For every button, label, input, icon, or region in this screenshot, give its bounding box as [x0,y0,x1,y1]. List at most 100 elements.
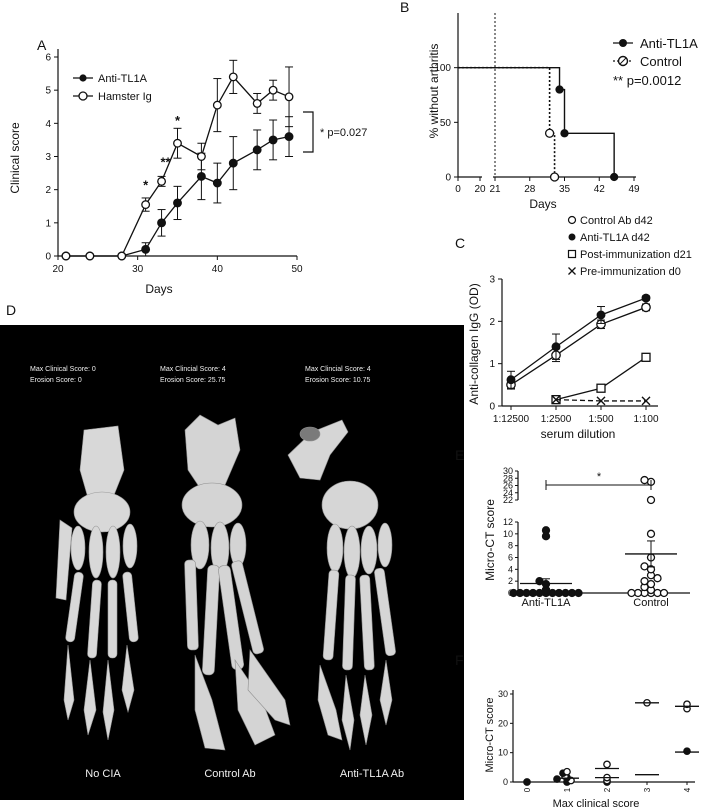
panel-e-point-1-16 [646,495,656,505]
panel-e-x-category-label: Control [633,597,668,609]
panel-a-ylabel: Clinical score [8,122,22,194]
ct-specimen-2-score: Max Clincial Score: 4 [160,366,226,373]
panel-b-xlabel: Days [529,197,556,211]
panel-f-ylabel: Micro-CT score [484,698,496,773]
panel-a-x-tick-label: 20 [52,264,64,275]
panel-b-x-tick-label: 0 [455,184,461,195]
panel-e-y-tick-label: 22 [503,495,513,505]
panel-b-control-curve [458,66,556,177]
paw-image-anti-tl1a-ab [287,419,396,751]
panel-a-point-1-6 [196,152,206,161]
panel-a-point-1-10 [268,85,278,95]
legend-label-hamster-ig: Hamster Ig [98,91,152,103]
panel-c-ylabel: Anti-collagen IgG (OD) [467,283,481,404]
legend-label-anti-tl1a-d42: Anti-TL1A d42 [580,232,650,244]
panel-f-x-tick-label: 0 [523,787,532,792]
panel-a-y-tick-label: 1 [45,218,51,229]
panel-c-label: C [455,235,465,251]
panel-f-y-tick-label: 10 [498,748,508,758]
panel-b-x-tick-label: 28 [524,184,536,195]
panel-c-xlabel: serum dilution [541,427,616,441]
panel-e-point-1-18 [640,475,649,485]
ct-specimen-2-caption: Control Ab [204,768,255,780]
panel-f-point-7 [563,767,571,776]
panel-f-label: F [455,652,464,668]
panel-a-y-tick-label: 5 [45,86,51,97]
legend-label-anti-tl1a-b: Anti-TL1A [640,36,698,51]
panel-b-x-tick-label: 49 [628,184,640,195]
panel-b-x-tick-label: 20 [474,184,486,195]
panel-f-x-tick-label: 4 [683,787,692,792]
panel-c: C Control Ab d42 Anti-TL1A d42 Post-immu… [455,215,692,441]
legend-label-control-ab-d42: Control Ab d42 [580,215,653,227]
legend-marker-control-slash [619,57,627,65]
panel-a-x-tick-label: 50 [291,264,303,275]
legend-marker-anti-tl1a [79,74,87,82]
panel-c-point-2-3 [641,352,651,362]
panel-c-y-tick-label: 2 [489,317,495,328]
panel-f-y-tick-label: 30 [498,689,508,699]
panel-a-y-tick-label: 2 [45,185,51,196]
panel-a-xlabel: Days [145,282,172,296]
panel-d-label: D [6,302,16,318]
panel-e-y-tick-label: 4 [508,564,513,574]
panel-f-plot [523,698,699,786]
ct-specimen-3-score: Max Clincial Score: 4 [305,366,371,373]
panel-a-point-1-5 [173,138,182,148]
panel-f-x-tick-label: 3 [643,787,652,792]
legend-marker-control-ab-d42 [567,215,577,225]
panel-e-y-tick-label: 2 [508,576,513,586]
panel-a-point-1-4 [157,176,167,186]
panel-f-x-tick-label: 1 [563,787,572,792]
panel-c-x-tick-label: 1:500 [588,414,613,425]
legend-label-post-immunization-d21: Post-immunization d21 [580,249,692,261]
panel-b-legend: Anti-TL1A Control ** p=0.0012 [613,36,698,88]
ct-specimen-1-erosion: Erosion Score: 0 [30,377,82,384]
panel-a-y-tick-label: 0 [45,252,51,263]
panel-c-y-tick-label: 3 [489,275,495,286]
panel-a-point-0-3 [141,244,151,254]
legend-label-anti-tl1a: Anti-TL1A [98,73,148,85]
panel-c-series-line-2 [555,356,647,401]
ct-image-background [0,325,464,800]
panel-c-point-1-2 [596,310,606,320]
panel-c-point-3-2 [596,396,606,406]
panel-f-x-tick-label: 2 [603,787,612,792]
panel-c-axes: 0 1 2 3 1:12500 1:2500 1:500 1:100 [489,275,659,426]
panel-a-y-tick-label: 4 [45,119,51,130]
panel-b-control-point-1 [544,128,555,138]
panel-f-point-11 [603,760,611,769]
legend-marker-post-immunization-d21 [567,249,577,259]
panel-e-point-0-10 [574,588,583,598]
panel-e-y-tick-label: 10 [503,529,513,539]
panel-a-point-1-9 [252,98,262,108]
panel-e-y-tick-label: 12 [503,517,513,527]
panel-c-x-tick-label: 1:2500 [541,414,572,425]
panel-a-label: A [37,37,47,53]
panel-b-y-tick-label: 50 [440,118,452,129]
panel-b-p-value: ** p=0.0012 [613,73,681,88]
panel-a-point-1-8 [228,72,238,82]
panel-e-y-tick-label: 6 [508,553,513,563]
panel-e-point-1-15 [646,529,656,538]
panel-a-point-0-7 [212,178,222,188]
panel-a-point-0-9 [252,145,262,155]
panel-f: F 0 10 20 30 0 1 2 3 4 Max clinical score Micro-… [455,652,699,810]
panel-a-point-0-11 [284,132,294,142]
ct-specimen-3-caption: Anti-TL1A Ab [340,768,404,780]
panel-a-point-1-2 [117,251,127,261]
legend-marker-anti-tl1a-d42 [568,233,576,241]
panel-b-x-tick-label: 42 [594,184,606,195]
panel-f-point-13 [683,747,691,756]
panel-c-point-1-0 [506,375,516,385]
panel-a-point-1-1 [85,251,95,261]
panel-a-point-1-7 [212,100,222,110]
legend-marker-anti-tl1a-b [619,39,627,47]
panel-a-axes: 0 1 2 3 4 5 6 20 30 40 50 [45,49,303,275]
panel-c-point-0-3 [641,302,651,313]
panel-e-point-0-15 [541,526,551,535]
panel-e-significance-star: * [597,471,602,483]
